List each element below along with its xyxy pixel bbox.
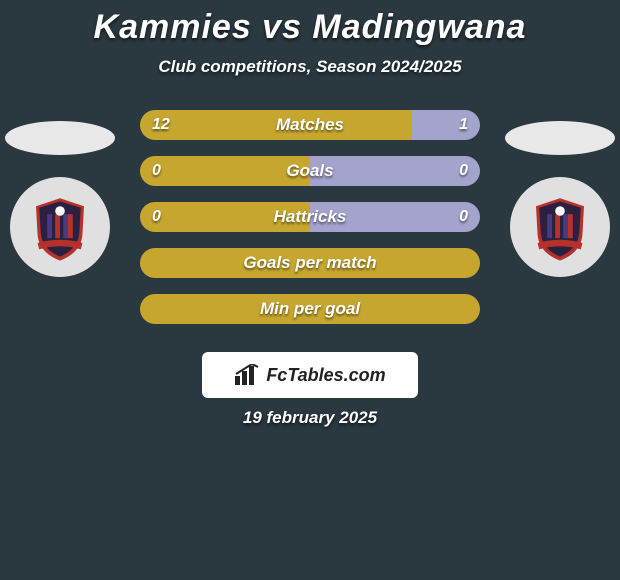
stat-value-right: 0: [459, 156, 468, 186]
stat-value-left: 12: [152, 110, 170, 140]
comparison-bars: Matches121Goals00Hattricks00Goals per ma…: [140, 110, 480, 340]
stat-label: Min per goal: [140, 294, 480, 324]
footer-date: 19 february 2025: [0, 408, 620, 428]
stat-row: Matches12 1: [140, 110, 480, 140]
stat-label: Goals: [140, 156, 480, 186]
stat-label: Hattricks: [140, 202, 480, 232]
stat-row: Min per goal: [140, 294, 480, 324]
brand-chart-icon: [234, 364, 260, 386]
brand-text: FcTables.com: [266, 365, 385, 386]
stat-row: Goals per match: [140, 248, 480, 278]
stat-value-left: 0: [152, 202, 161, 232]
stat-label: Goals per match: [140, 248, 480, 278]
club-badge-icon: [520, 187, 600, 267]
stat-value-right: 0: [459, 202, 468, 232]
stat-label: Matches: [140, 110, 480, 140]
player-left-slot: [5, 110, 115, 277]
player-left-avatar: [5, 121, 115, 155]
page-subtitle: Club competitions, Season 2024/2025: [0, 57, 620, 77]
player-right-club-badge: [510, 177, 610, 277]
page-title: Kammies vs Madingwana: [0, 0, 620, 47]
club-badge-icon: [20, 187, 100, 267]
player-left-club-badge: [10, 177, 110, 277]
stat-row: Hattricks0 0: [140, 202, 480, 232]
player-right-slot: [505, 110, 615, 277]
player-right-avatar: [505, 121, 615, 155]
stat-row: Goals0 0: [140, 156, 480, 186]
stat-value-right: 1: [459, 110, 468, 140]
stat-value-left: 0: [152, 156, 161, 186]
brand-box[interactable]: FcTables.com: [202, 352, 418, 398]
